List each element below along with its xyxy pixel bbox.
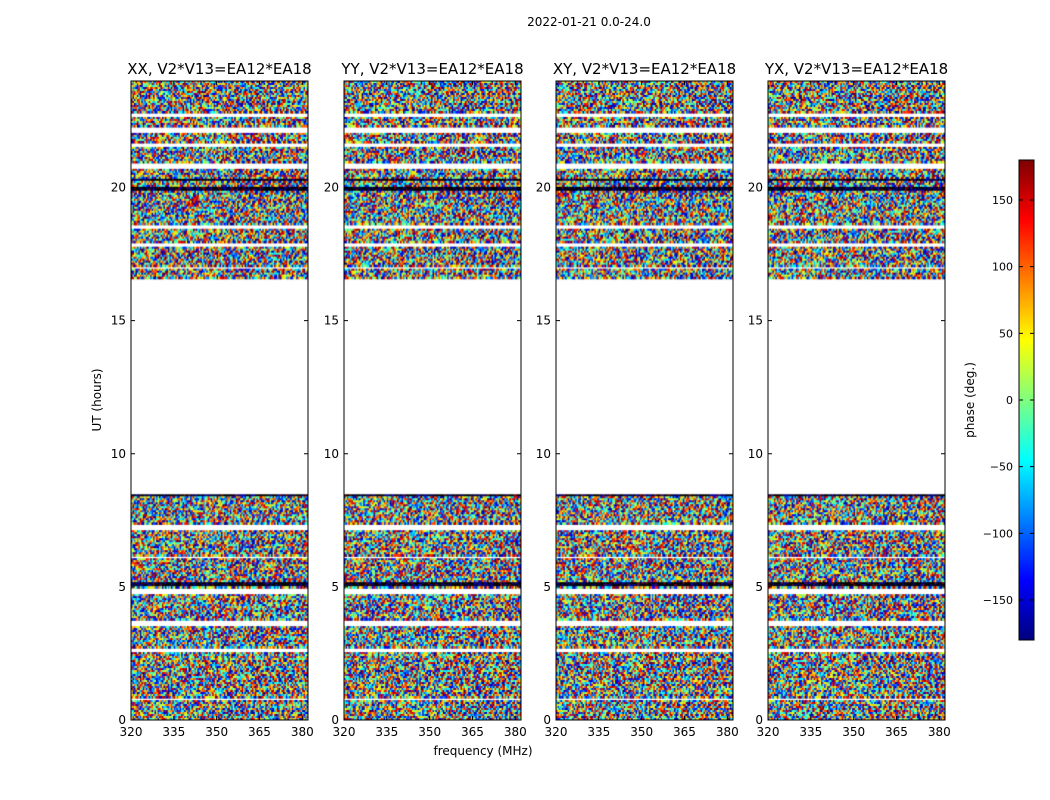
colorbar-label: phase (deg.) xyxy=(963,362,977,438)
x-tick-label: 320 xyxy=(545,725,568,739)
panel-title: YX, V2*V13=EA12*EA18 xyxy=(764,60,948,78)
colorbar-tick-label: 150 xyxy=(992,194,1013,207)
heatmap-raster xyxy=(131,81,308,720)
y-tick-label: 5 xyxy=(331,580,339,594)
x-tick-label: 335 xyxy=(375,725,398,739)
y-tick-label: 20 xyxy=(324,181,339,195)
x-tick-label: 365 xyxy=(673,725,696,739)
y-tick-label: 0 xyxy=(331,713,339,727)
x-tick-label: 335 xyxy=(162,725,185,739)
colorbar-tick-label: 50 xyxy=(999,327,1013,340)
panel-title: YY, V2*V13=EA12*EA18 xyxy=(340,60,523,78)
x-tick-label: 365 xyxy=(248,725,271,739)
y-tick-label: 15 xyxy=(748,314,763,328)
panel-4: YX, V2*V13=EA12*EA18 320 335 350 365 380 0 5 10 1… xyxy=(748,60,951,739)
colorbar: 150 100 50 0 −50 −100 −150 xyxy=(983,159,1035,641)
panel-title: XX, V2*V13=EA12*EA18 xyxy=(127,60,311,78)
x-tick-label: 350 xyxy=(418,725,441,739)
x-tick-label: 335 xyxy=(799,725,822,739)
y-tick-label: 15 xyxy=(324,314,339,328)
x-tick-label: 350 xyxy=(630,725,653,739)
y-tick-label: 0 xyxy=(118,713,126,727)
y-tick-label: 20 xyxy=(536,181,551,195)
x-tick-label: 320 xyxy=(120,725,143,739)
colorbar-tick-label: 0 xyxy=(1006,394,1013,407)
colorbar-tick-label: −150 xyxy=(983,594,1013,607)
colorbar-tick-label: −50 xyxy=(990,461,1013,474)
y-tick-label: 15 xyxy=(111,314,126,328)
y-tick-label: 20 xyxy=(748,181,763,195)
y-tick-label: 5 xyxy=(118,580,126,594)
colorbar-tick-label: −100 xyxy=(983,527,1013,540)
heatmap-raster xyxy=(556,81,733,720)
y-tick-label: 5 xyxy=(543,580,551,594)
y-tick-label: 0 xyxy=(543,713,551,727)
y-tick-label: 15 xyxy=(536,314,551,328)
y-tick-label: 5 xyxy=(755,580,763,594)
y-tick-label: 10 xyxy=(748,447,763,461)
y-tick-label: 20 xyxy=(111,181,126,195)
colorbar-tick-label: 100 xyxy=(992,261,1013,274)
figure-suptitle: 2022-01-21 0.0-24.0 xyxy=(527,15,651,29)
x-tick-label: 380 xyxy=(716,725,739,739)
heatmap-raster xyxy=(768,81,945,720)
panel-3: XY, V2*V13=EA12*EA18 320 335 350 365 380 0 5 10 1… xyxy=(536,60,739,739)
heatmap-raster xyxy=(344,81,521,720)
plot-frame xyxy=(130,80,309,721)
y-tick-label: 0 xyxy=(755,713,763,727)
x-tick-label: 365 xyxy=(461,725,484,739)
x-tick-label: 350 xyxy=(205,725,228,739)
y-tick-label: 10 xyxy=(111,447,126,461)
plot-frame xyxy=(555,80,734,721)
y-tick-label: 10 xyxy=(536,447,551,461)
plot-frame xyxy=(343,80,522,721)
x-tick-label: 335 xyxy=(587,725,610,739)
panel-1: XX, V2*V13=EA12*EA18 320 335 350 365 380 0 5 10 1… xyxy=(111,60,314,739)
x-axis-label: frequency (MHz) xyxy=(433,744,532,758)
x-tick-label: 350 xyxy=(842,725,865,739)
y-axis-label: UT (hours) xyxy=(90,368,104,431)
panels: XX, V2*V13=EA12*EA18 320 335 350 365 380 0 5 10 1… xyxy=(111,60,951,739)
panel-title: XY, V2*V13=EA12*EA18 xyxy=(553,60,736,78)
x-tick-label: 320 xyxy=(757,725,780,739)
panel-2: YY, V2*V13=EA12*EA18 320 335 350 365 380 0 5 10 1… xyxy=(324,60,527,739)
y-tick-label: 10 xyxy=(324,447,339,461)
x-tick-label: 380 xyxy=(291,725,314,739)
x-tick-label: 380 xyxy=(928,725,951,739)
plot-frame xyxy=(767,80,946,721)
x-tick-label: 365 xyxy=(885,725,908,739)
x-tick-label: 380 xyxy=(504,725,527,739)
x-tick-label: 320 xyxy=(333,725,356,739)
